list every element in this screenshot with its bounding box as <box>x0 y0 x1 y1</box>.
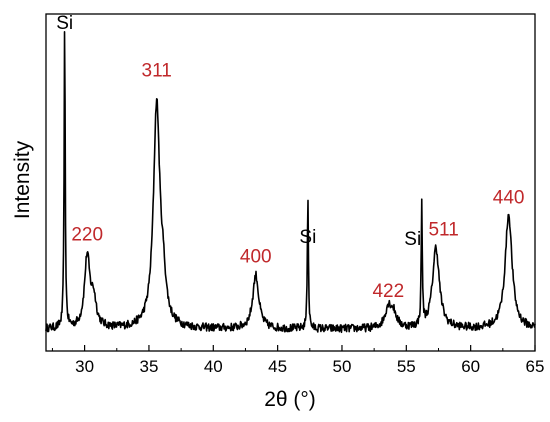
si-peak-label: Si <box>404 229 421 250</box>
si-peak-label: Si <box>56 13 73 34</box>
x-axis-ticks <box>51 345 536 351</box>
hkl-peak-label: 440 <box>493 187 525 208</box>
plot-border <box>45 13 536 352</box>
hkl-peak-label: 511 <box>428 220 458 241</box>
x-tick-label: 45 <box>268 357 287 376</box>
x-tick-label: 50 <box>333 357 352 376</box>
x-axis-tick-labels: 30 35 40 45 50 55 60 65 <box>75 357 544 376</box>
hkl-peak-label: 220 <box>71 224 103 245</box>
hkl-peak-label: 400 <box>240 247 272 268</box>
hkl-peak-label: 422 <box>372 281 404 302</box>
hkl-peak-label: 311 <box>142 60 172 81</box>
x-tick-label: 35 <box>139 357 158 376</box>
x-tick-label: 30 <box>75 357 94 376</box>
x-tick-label: 60 <box>461 357 480 376</box>
x-tick-label: 55 <box>397 357 416 376</box>
si-peak-label: Si <box>299 227 316 248</box>
peak-annotations: Si 311 220 400 Si 422 Si 511 440 <box>56 13 524 302</box>
y-axis-label: Intensity <box>11 140 34 219</box>
plot-frame <box>45 13 536 352</box>
x-axis-label: 2θ (°) <box>264 388 316 411</box>
x-tick-label: 40 <box>204 357 223 376</box>
x-tick-label: 65 <box>526 357 545 376</box>
xrd-pattern-line <box>45 31 536 334</box>
